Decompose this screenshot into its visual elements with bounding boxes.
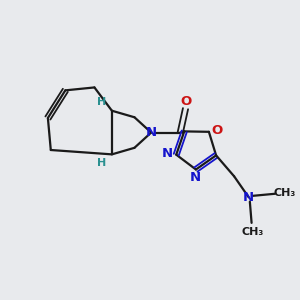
Text: N: N xyxy=(243,191,254,204)
Text: N: N xyxy=(162,147,173,160)
Text: CH₃: CH₃ xyxy=(241,226,263,237)
Text: H: H xyxy=(97,158,106,168)
Text: N: N xyxy=(146,126,157,139)
Text: N: N xyxy=(190,171,201,184)
Text: CH₃: CH₃ xyxy=(274,188,296,198)
Text: O: O xyxy=(212,124,223,137)
Text: O: O xyxy=(180,95,191,108)
Text: H: H xyxy=(97,97,106,107)
